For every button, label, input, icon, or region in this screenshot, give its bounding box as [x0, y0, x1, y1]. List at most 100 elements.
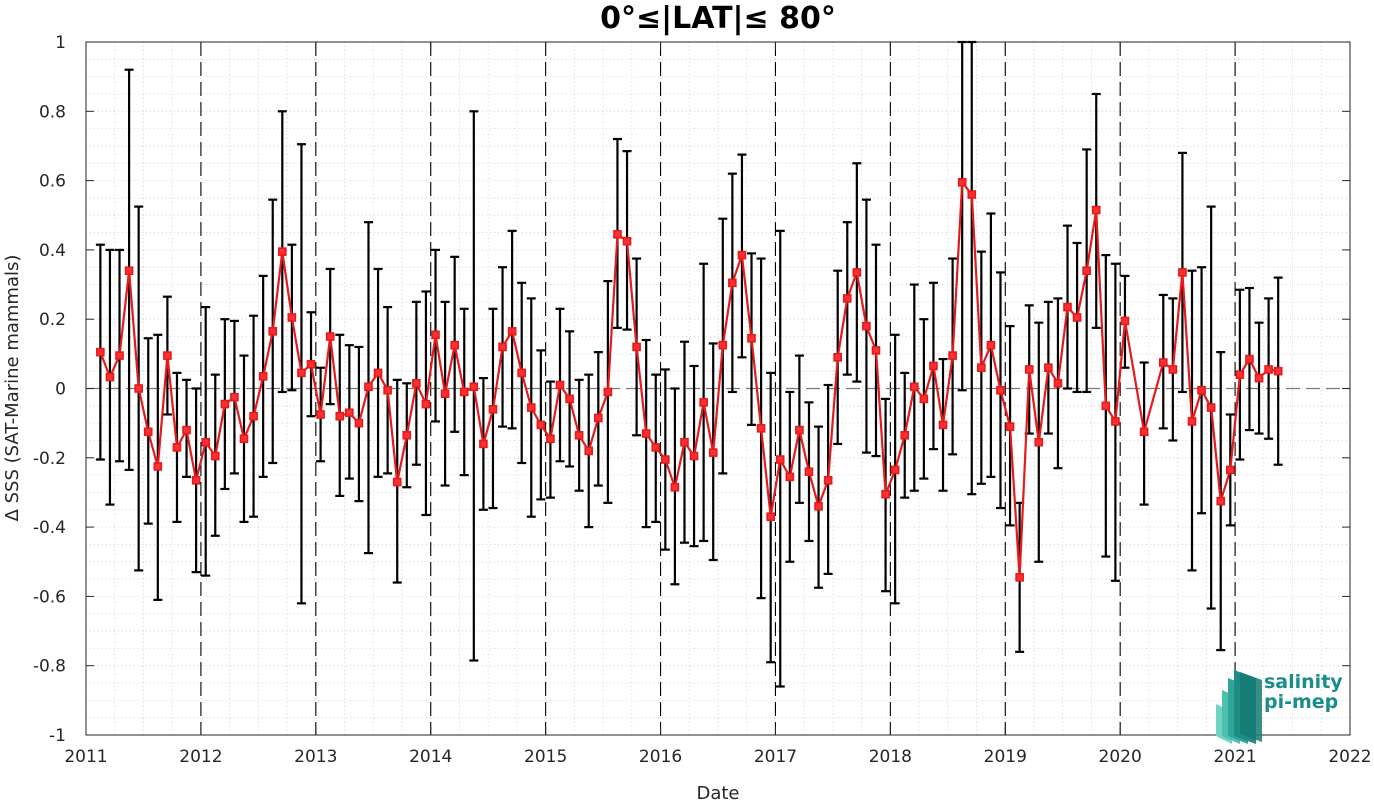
data-point-marker	[488, 404, 498, 414]
data-point-marker	[1264, 365, 1273, 374]
series-line	[99, 181, 1279, 579]
y-tick-label: -0.6	[33, 587, 66, 607]
data-point-marker	[967, 190, 977, 199]
data-point-marker	[230, 392, 239, 402]
data-point-marker	[1226, 465, 1235, 475]
data-point-marker	[747, 333, 756, 343]
data-point-marker	[182, 425, 191, 435]
data-point-marker	[1197, 385, 1206, 395]
data-point-marker	[316, 410, 325, 419]
data-point-marker	[536, 420, 546, 430]
data-point-marker	[641, 429, 651, 438]
data-point-marker	[335, 411, 345, 421]
data-point-marker	[1273, 366, 1283, 376]
data-point-marker	[613, 230, 622, 239]
data-point-marker	[1053, 379, 1063, 388]
data-point-marker	[1082, 266, 1091, 275]
error-bar	[957, 40, 967, 392]
data-point-marker	[134, 384, 143, 393]
data-point-marker	[737, 250, 747, 260]
data-point-marker	[1072, 313, 1082, 322]
data-point-marker	[325, 332, 335, 341]
data-point-marker	[977, 363, 986, 373]
data-point-marker	[1206, 403, 1216, 412]
chart-title: 0°≤|LAT|≤ 80°	[600, 1, 836, 36]
data-point-marker	[210, 451, 220, 461]
salinity-pi-mep-logo: salinity pi-mep	[1216, 670, 1343, 744]
data-point-marker	[785, 472, 795, 482]
data-point-marker	[1005, 422, 1015, 431]
data-point-marker	[1245, 354, 1254, 364]
data-point-marker	[603, 387, 613, 397]
axis-tick-marks	[85, 41, 1351, 736]
logo-line-1: salinity	[1264, 671, 1343, 693]
y-tick-label: 0.2	[39, 310, 66, 330]
data-point-marker	[622, 236, 632, 246]
data-point-marker	[1139, 427, 1149, 437]
data-point-marker	[555, 380, 565, 390]
error-bar	[967, 40, 977, 496]
y-tick-label: -1	[49, 726, 66, 746]
data-point-marker	[814, 502, 823, 511]
data-point-marker	[1034, 437, 1044, 447]
data-point-marker	[594, 413, 603, 423]
data-point-marker	[96, 347, 105, 357]
data-point-marker	[191, 476, 201, 485]
data-point-marker	[1111, 417, 1120, 426]
data-point-marker	[1091, 205, 1101, 215]
data-point-marker	[574, 430, 584, 440]
data-point-marker	[306, 359, 316, 369]
data-point-marker	[498, 342, 507, 352]
x-tick-label: 2018	[869, 747, 912, 767]
data-point-marker	[632, 342, 641, 352]
data-point-marker	[421, 399, 431, 409]
data-point-marker	[1015, 573, 1024, 582]
data-point-marker	[249, 411, 258, 421]
data-point-marker	[143, 427, 153, 437]
data-point-marker	[910, 382, 919, 392]
data-point-marker	[823, 476, 833, 485]
y-axis-label: Δ SSS (SAT-Marine mammals)	[2, 255, 23, 522]
data-point-marker	[651, 443, 661, 452]
data-point-marker	[201, 437, 210, 447]
data-point-marker	[163, 351, 172, 360]
series-markers	[96, 178, 1283, 582]
x-tick-label: 2013	[294, 747, 337, 767]
x-tick-label: 2021	[1213, 747, 1256, 767]
y-tick-label: -0.2	[33, 449, 66, 469]
x-tick-label: 2019	[984, 747, 1027, 767]
data-point-marker	[278, 247, 287, 256]
x-tick-label: 2016	[639, 747, 682, 767]
data-point-marker	[661, 455, 670, 464]
data-point-marker	[670, 482, 680, 492]
x-tick-label: 2022	[1328, 747, 1371, 767]
data-point-marker	[517, 368, 526, 378]
x-tick-label: 2020	[1099, 747, 1142, 767]
data-point-marker	[1168, 365, 1178, 374]
data-point-marker	[565, 394, 574, 404]
x-axis-tick-labels: 2011 2012 2013 2014 2015 2016 2017 2018 2019 2020…	[64, 747, 1371, 767]
data-point-marker	[392, 477, 402, 487]
data-point-marker	[239, 434, 249, 444]
data-point-marker	[402, 430, 412, 440]
data-point-marker	[948, 351, 957, 360]
y-tick-label: 1	[55, 33, 66, 53]
data-point-marker	[1044, 363, 1053, 373]
data-point-marker	[479, 439, 488, 449]
data-point-marker	[842, 294, 852, 303]
data-point-marker	[862, 321, 871, 331]
data-point-marker	[1024, 365, 1034, 374]
data-point-marker	[996, 385, 1005, 395]
data-point-marker	[766, 512, 775, 522]
data-point-marker	[804, 467, 814, 476]
data-point-marker	[728, 278, 737, 288]
data-point-marker	[172, 443, 182, 452]
data-point-marker	[852, 268, 862, 277]
logo-mark-icon	[1216, 670, 1262, 744]
x-axis-label: Date	[696, 783, 739, 801]
data-point-marker	[890, 465, 900, 475]
data-point-marker	[153, 462, 163, 471]
data-point-marker	[957, 178, 967, 187]
data-point-marker	[1063, 302, 1072, 312]
data-point-marker	[345, 408, 354, 418]
